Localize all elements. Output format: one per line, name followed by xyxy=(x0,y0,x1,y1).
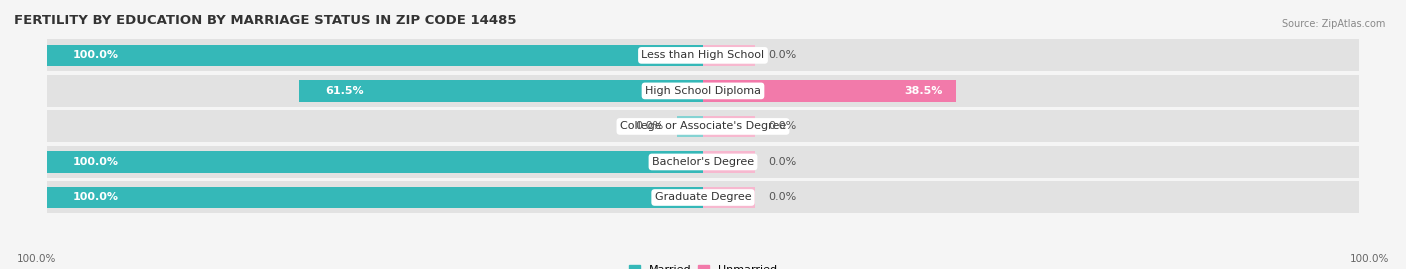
Bar xyxy=(703,80,956,102)
Bar xyxy=(703,187,755,208)
Bar xyxy=(46,146,1360,178)
Bar xyxy=(703,116,755,137)
Bar xyxy=(299,80,703,102)
Text: College or Associate's Degree: College or Associate's Degree xyxy=(620,121,786,132)
Bar xyxy=(703,45,755,66)
Text: 0.0%: 0.0% xyxy=(769,121,797,132)
Text: 100.0%: 100.0% xyxy=(73,157,120,167)
Text: 0.0%: 0.0% xyxy=(636,121,664,132)
Bar xyxy=(46,39,1360,71)
Text: Bachelor's Degree: Bachelor's Degree xyxy=(652,157,754,167)
Bar xyxy=(46,111,1360,142)
Text: 100.0%: 100.0% xyxy=(73,193,120,203)
Bar xyxy=(46,151,703,173)
Text: Source: ZipAtlas.com: Source: ZipAtlas.com xyxy=(1281,19,1385,29)
Text: Graduate Degree: Graduate Degree xyxy=(655,193,751,203)
Text: 100.0%: 100.0% xyxy=(73,50,120,60)
Bar xyxy=(703,151,755,173)
Text: FERTILITY BY EDUCATION BY MARRIAGE STATUS IN ZIP CODE 14485: FERTILITY BY EDUCATION BY MARRIAGE STATU… xyxy=(14,14,516,27)
Text: 38.5%: 38.5% xyxy=(904,86,942,96)
Text: 61.5%: 61.5% xyxy=(326,86,364,96)
Legend: Married, Unmarried: Married, Unmarried xyxy=(628,265,778,269)
Text: Less than High School: Less than High School xyxy=(641,50,765,60)
Bar xyxy=(46,187,703,208)
Text: High School Diploma: High School Diploma xyxy=(645,86,761,96)
Bar xyxy=(46,75,1360,107)
Bar xyxy=(676,116,703,137)
Text: 100.0%: 100.0% xyxy=(17,254,56,264)
Bar xyxy=(46,45,703,66)
Bar xyxy=(46,182,1360,214)
Text: 0.0%: 0.0% xyxy=(769,50,797,60)
Text: 0.0%: 0.0% xyxy=(769,193,797,203)
Text: 100.0%: 100.0% xyxy=(1350,254,1389,264)
Text: 0.0%: 0.0% xyxy=(769,157,797,167)
